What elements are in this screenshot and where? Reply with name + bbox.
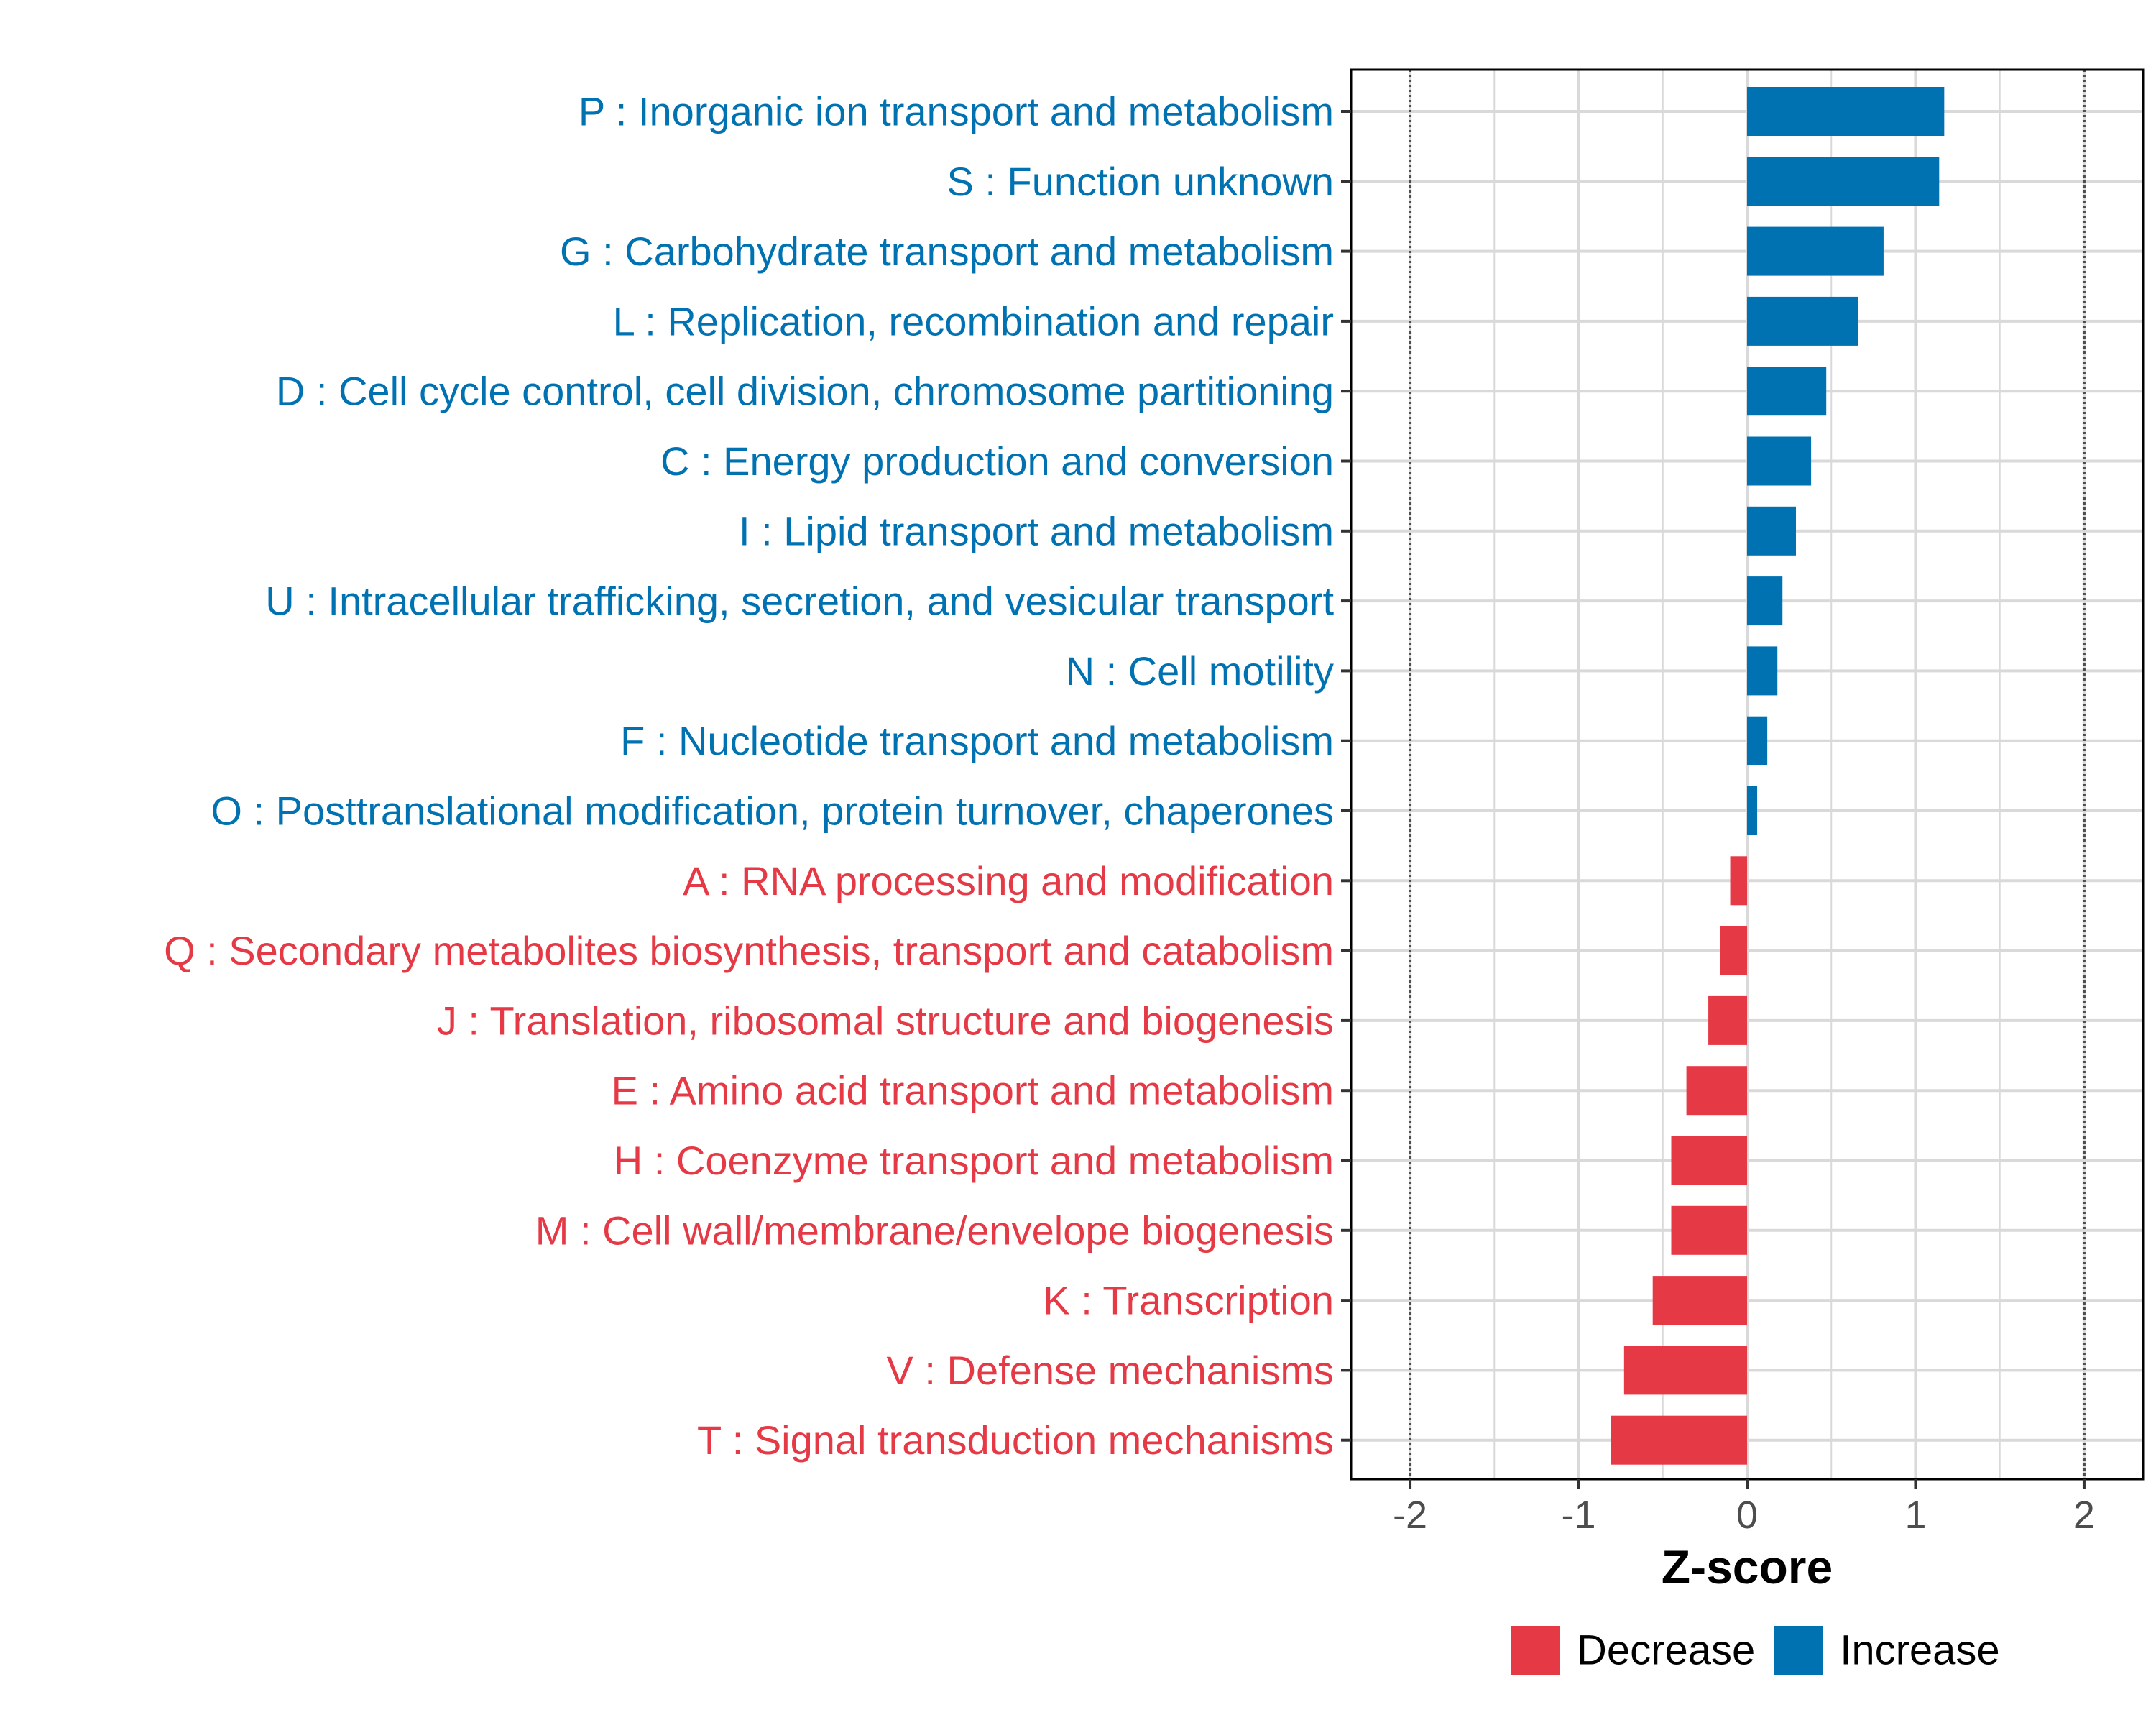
bar-decrease xyxy=(1652,1276,1747,1325)
legend-label: Decrease xyxy=(1577,1627,1755,1674)
x-tick-label: 1 xyxy=(1904,1494,1926,1537)
category-label: P : Inorganic ion transport and metaboli… xyxy=(579,89,1334,134)
category-label: O : Posttranslational modification, prot… xyxy=(211,788,1334,834)
category-label: U : Intracellular trafficking, secretion… xyxy=(265,579,1334,624)
category-label: T : Signal transduction mechanisms xyxy=(697,1417,1334,1463)
bar-increase xyxy=(1747,786,1758,835)
x-tick-label: -2 xyxy=(1393,1494,1427,1537)
category-label: C : Energy production and conversion xyxy=(660,438,1334,484)
y-axis-ticks xyxy=(1341,110,1351,1442)
category-label: Q : Secondary metabolites biosynthesis, … xyxy=(164,928,1334,973)
bar-increase xyxy=(1747,646,1778,696)
x-tick-label: 0 xyxy=(1736,1494,1758,1537)
category-label: G : Carbohydrate transport and metabolis… xyxy=(560,229,1334,274)
x-axis-title: Z-score xyxy=(1662,1540,1833,1593)
x-tick-label: 2 xyxy=(2073,1494,2095,1537)
legend: Decrease Increase xyxy=(1511,1626,2000,1675)
bar-decrease xyxy=(1623,1346,1747,1395)
reference-lines xyxy=(1409,70,2086,1479)
x-axis: -2 -1 0 1 2 xyxy=(1393,1479,2095,1537)
bar-decrease xyxy=(1671,1205,1747,1255)
legend-key-decrease xyxy=(1511,1626,1560,1675)
category-labels: P : Inorganic ion transport and metaboli… xyxy=(164,89,1334,1463)
bars xyxy=(1611,87,1945,1465)
category-label: I : Lipid transport and metabolism xyxy=(739,508,1334,553)
category-label: L : Replication, recombination and repai… xyxy=(613,298,1334,344)
bar-increase xyxy=(1747,157,1940,206)
category-label: A : RNA processing and modification xyxy=(683,858,1334,903)
category-label: N : Cell motility xyxy=(1066,648,1334,694)
category-label: V : Defense mechanisms xyxy=(887,1348,1334,1393)
legend-label: Increase xyxy=(1840,1627,1999,1674)
bar-decrease xyxy=(1730,856,1747,906)
category-label: S : Function unknown xyxy=(946,159,1334,204)
category-label: H : Coenzyme transport and metabolism xyxy=(614,1138,1334,1183)
category-label: M : Cell wall/membrane/envelope biogenes… xyxy=(535,1208,1334,1253)
bar-increase xyxy=(1747,226,1884,276)
x-tick-label: -1 xyxy=(1562,1494,1596,1537)
bar-increase xyxy=(1747,506,1796,556)
category-label: F : Nucleotide transport and metabolism xyxy=(620,718,1334,763)
legend-key-increase xyxy=(1774,1626,1823,1675)
bar-increase xyxy=(1747,436,1812,486)
bar-increase xyxy=(1747,296,1858,346)
bar-decrease xyxy=(1720,926,1747,975)
category-label: E : Amino acid transport and metabolism xyxy=(612,1068,1334,1113)
category-label: J : Translation, ribosomal structure and… xyxy=(437,998,1334,1043)
bar-increase xyxy=(1747,716,1768,765)
bar-decrease xyxy=(1611,1415,1747,1465)
bar-decrease xyxy=(1708,995,1747,1045)
bar-increase xyxy=(1747,367,1827,416)
category-label: D : Cell cycle control, cell division, c… xyxy=(276,369,1334,414)
bar-increase xyxy=(1747,87,1945,136)
bar-decrease xyxy=(1671,1136,1747,1185)
bar-decrease xyxy=(1686,1066,1747,1116)
bar-increase xyxy=(1747,576,1783,626)
category-label: K : Transcription xyxy=(1043,1278,1334,1323)
